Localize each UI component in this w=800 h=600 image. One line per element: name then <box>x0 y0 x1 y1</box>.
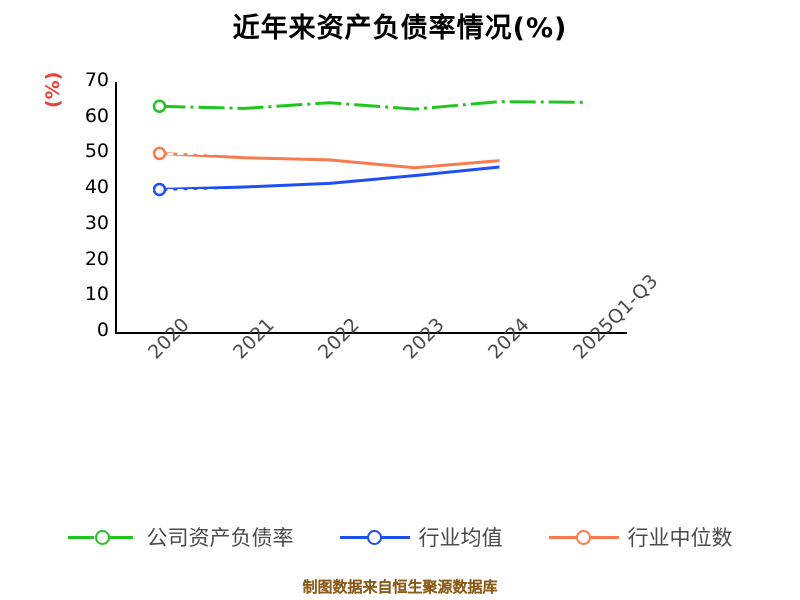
gridline <box>117 224 627 227</box>
series-line <box>159 165 500 191</box>
legend-item-0[interactable]: 公司资产负债率 <box>67 522 294 552</box>
legend-line-swatch <box>548 529 619 545</box>
y-tick-label: 60 <box>84 104 109 127</box>
legend-item-2[interactable]: 行业中位数 <box>548 522 733 552</box>
legend-item-1[interactable]: 行业均值 <box>339 522 503 552</box>
legend-line-swatch <box>339 529 410 545</box>
legend-label: 行业均值 <box>418 526 503 550</box>
series-marker <box>152 99 167 114</box>
y-tick-label: 50 <box>84 140 109 163</box>
legend-line-swatch <box>67 529 138 545</box>
plot-area <box>115 82 627 334</box>
legend-label: 公司资产负债率 <box>146 526 294 550</box>
chart-title: 近年来资产负债率情况(%) <box>232 13 568 44</box>
y-axis-ticks: 0 10 20 30 40 50 60 70 <box>35 69 109 341</box>
series-line <box>159 151 500 170</box>
footnote-text: 制图数据来自恒生聚源数据库 <box>302 578 498 596</box>
y-tick-label: 0 <box>96 319 109 341</box>
legend-label: 行业中位数 <box>627 526 733 550</box>
y-tick-label: 70 <box>84 69 109 91</box>
y-tick-label: 30 <box>84 211 109 234</box>
gridline <box>117 296 627 299</box>
y-tick-label: 40 <box>84 176 109 199</box>
y-tick-label: 10 <box>84 283 109 306</box>
y-tick-label: 20 <box>84 247 109 270</box>
series-line <box>159 100 585 111</box>
gridline <box>117 82 627 84</box>
legend-marker <box>95 529 110 545</box>
gridline <box>117 117 627 120</box>
gridline <box>117 153 627 156</box>
chart-footnote: 制图数据来自恒生聚源数据库 制图数据来自恒生聚源数据库 <box>0 576 800 597</box>
footnote-text-overlay: 制图数据来自恒生聚源数据库 <box>302 578 498 596</box>
gridline <box>117 260 627 263</box>
gridline <box>117 189 627 192</box>
legend-marker <box>367 529 382 545</box>
chart-legend: 公司资产负债率 行业均值 行业中位数 <box>0 512 800 562</box>
x-axis-ticks: 2020 2021 2022 2023 2024 2025Q1-Q3 <box>115 270 662 476</box>
legend-marker <box>576 529 591 545</box>
